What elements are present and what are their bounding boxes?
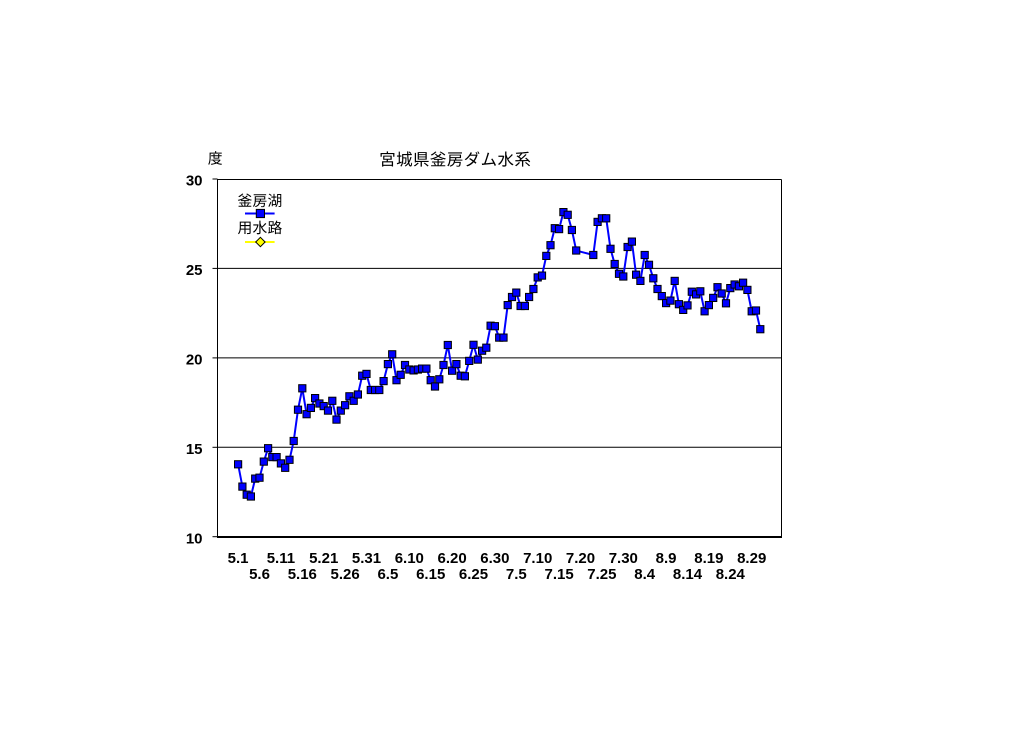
svg-text:6.10: 6.10 (395, 550, 424, 567)
svg-text:8.14: 8.14 (673, 566, 703, 583)
svg-text:8.9: 8.9 (656, 550, 677, 567)
svg-text:7.20: 7.20 (566, 550, 595, 567)
svg-text:8.29: 8.29 (737, 550, 766, 567)
svg-text:5.16: 5.16 (288, 566, 317, 583)
svg-text:8.19: 8.19 (694, 550, 723, 567)
svg-text:6.25: 6.25 (459, 566, 488, 583)
svg-text:7.5: 7.5 (506, 566, 527, 583)
svg-text:5.21: 5.21 (309, 550, 338, 567)
svg-text:6.15: 6.15 (416, 566, 445, 583)
svg-text:10: 10 (186, 530, 203, 547)
svg-text:5.6: 5.6 (249, 566, 270, 583)
svg-text:30: 30 (186, 173, 203, 190)
svg-text:5.26: 5.26 (330, 566, 359, 583)
svg-text:8.4: 8.4 (634, 566, 656, 583)
svg-text:7.10: 7.10 (523, 550, 552, 567)
svg-text:7.15: 7.15 (544, 566, 573, 583)
svg-text:25: 25 (186, 262, 203, 279)
svg-text:6.30: 6.30 (480, 550, 509, 567)
svg-text:5.1: 5.1 (228, 550, 249, 567)
svg-text:7.25: 7.25 (587, 566, 616, 583)
svg-text:20: 20 (186, 352, 203, 369)
svg-text:5.31: 5.31 (352, 550, 381, 567)
svg-text:6.20: 6.20 (437, 550, 466, 567)
svg-text:5.11: 5.11 (267, 550, 295, 567)
svg-text:15: 15 (186, 441, 203, 458)
svg-text:7.30: 7.30 (609, 550, 638, 567)
svg-text:6.5: 6.5 (377, 566, 398, 583)
svg-text:8.24: 8.24 (716, 566, 746, 583)
